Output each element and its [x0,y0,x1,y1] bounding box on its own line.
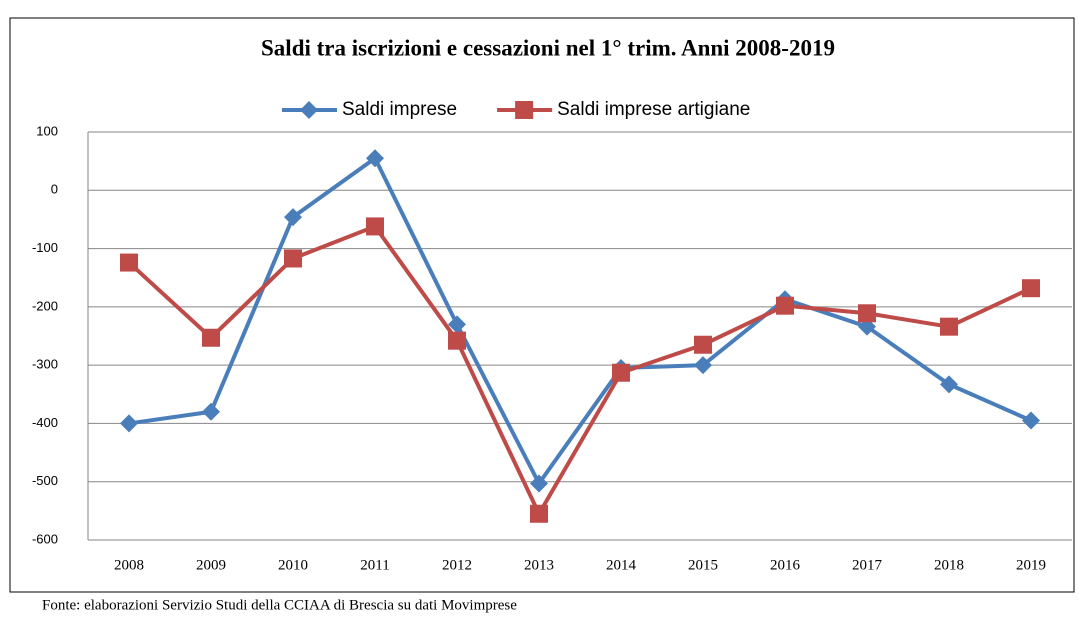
x-tick-label: 2011 [360,557,389,573]
marker [776,296,794,315]
marker [448,315,466,334]
marker [1022,279,1040,298]
marker [1022,411,1040,430]
y-tick-label: 0 [51,182,58,197]
y-tick-label: -600 [32,531,58,546]
y-tick-label: -400 [32,415,58,430]
marker [366,149,384,168]
series-line [127,223,1032,519]
x-tick-label: 2010 [278,557,308,573]
x-tick-label: 2009 [196,557,226,573]
source-note: Fonte: elaborazioni Servizio Studi della… [42,597,517,613]
y-tick-label: -300 [32,357,58,372]
marker [284,208,302,227]
marker [284,249,302,268]
marker [448,331,466,350]
marker [940,375,958,394]
x-tick-label: 2014 [606,557,637,573]
marker [202,402,220,421]
marker [300,101,318,119]
x-tick-label: 2018 [934,557,964,573]
marker [694,356,712,375]
y-tick-label: -200 [32,298,58,313]
x-tick-label: 2015 [688,557,718,573]
chart-border [9,17,1075,593]
chart-title: Saldi tra iscrizioni e cessazioni nel 1°… [261,35,835,60]
x-tick-label: 2008 [114,557,144,573]
x-tick-label: 2019 [1016,557,1046,573]
marker [612,363,630,382]
marker [120,414,138,433]
y-tick-label: -500 [32,473,58,488]
marker [940,317,958,336]
y-tick-label: 100 [36,123,58,138]
legend-label: Saldi imprese [342,99,457,120]
x-tick-label: 2012 [442,557,472,573]
marker [366,217,384,236]
legend-label: Saldi imprese artigiane [557,99,750,120]
marker [858,304,876,323]
series-line [128,155,1032,488]
marker [202,328,220,347]
x-tick-label: 2016 [770,557,801,573]
marker [694,335,712,354]
marker [515,101,534,119]
marker [120,253,138,272]
x-tick-label: 2013 [524,557,554,573]
x-tick-label: 2017 [852,557,883,573]
y-tick-label: -100 [32,240,58,255]
marker [530,504,548,523]
marker [530,474,548,493]
